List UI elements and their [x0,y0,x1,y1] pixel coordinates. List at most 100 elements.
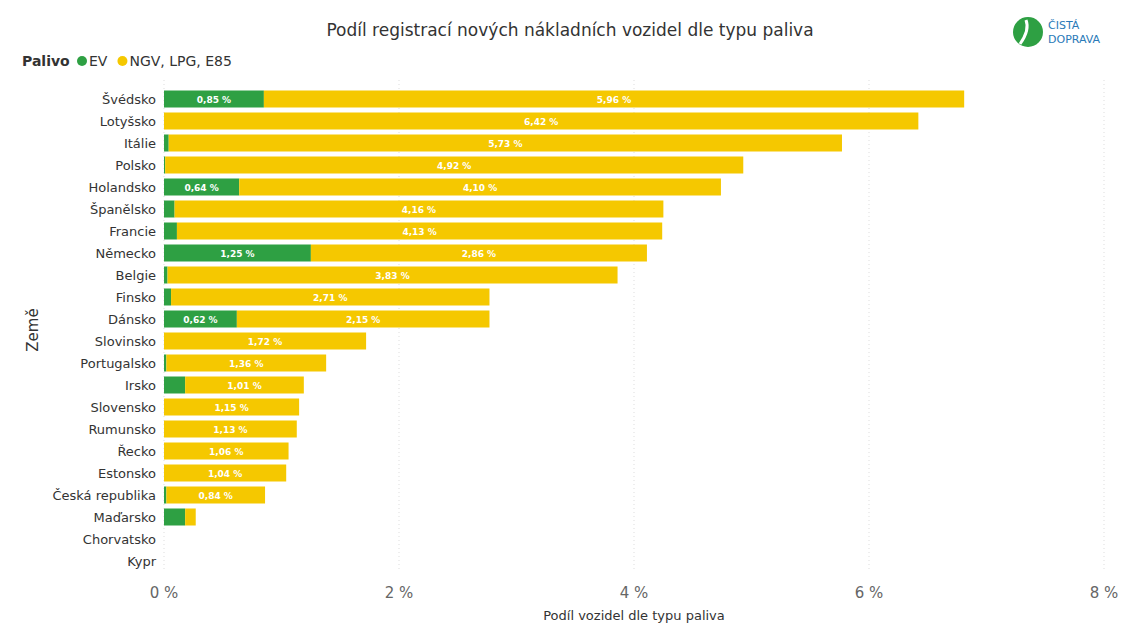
grid: 0 % 2 % 4 % 6 % 8 % [150,80,1119,602]
data-label: 5,73 % [488,139,522,149]
legend-swatch [117,56,127,66]
bar-segment [169,135,842,152]
data-label: 1,01 % [227,381,261,391]
category-label: Polsko [115,158,156,173]
data-label: 2,71 % [313,293,347,303]
logo-icon [1013,17,1043,47]
bar-segment [164,135,169,152]
legend-label: NGV, LPG, E85 [129,53,231,69]
category-label: Švédsko [102,92,156,107]
category-label: Slovinsko [95,334,156,349]
category-label: Lotyšsko [100,114,156,129]
data-label: 1,15 % [214,403,248,413]
logo-text: ČISTÁ [1048,19,1080,32]
category-label: Španělsko [90,202,156,217]
bar-segment [164,531,165,548]
legend: PalivoEVNGV, LPG, E85 [22,53,232,69]
data-label: 4,10 % [463,183,497,193]
bar-segment [164,487,166,504]
data-label: 2,86 % [462,249,496,259]
category-label: Česká republika [52,488,156,503]
data-label: 6,42 % [524,117,558,127]
bar-segment [168,267,618,284]
bar-segment [171,289,489,306]
tick-label: 0 % [150,584,179,602]
data-label: 5,96 % [597,95,631,105]
category-label: Kypr [127,554,157,569]
data-label: 3,83 % [375,271,409,281]
category-label: Německo [95,246,156,261]
bar-segment [164,289,171,306]
data-label: 0,85 % [197,95,231,105]
bar-segment [185,377,304,394]
chart: Podíl registrací nových nákladních vozid… [0,0,1144,639]
x-axis-title: Podíl vozidel dle typu paliva [543,608,725,623]
data-label: 1,72 % [248,337,282,347]
category-label: Slovensko [90,400,156,415]
tick-label: 2 % [385,584,414,602]
category-label: Rumunsko [88,422,156,437]
tick-label: 4 % [620,584,649,602]
category-label: Holandsko [88,180,156,195]
bar-segment [164,377,185,394]
category-label: Francie [109,224,156,239]
data-label: 4,13 % [402,227,436,237]
bar-segment [166,355,326,372]
grid-line [634,80,635,572]
data-label: 4,92 % [437,161,471,171]
data-label: 2,15 % [346,315,380,325]
data-label: 0,84 % [199,491,233,501]
grid-line [869,80,870,572]
bar-segment [165,157,743,174]
bar-segment [164,443,289,460]
category-label: Estonsko [98,466,156,481]
data-label: 1,06 % [209,447,243,457]
category-label: Irsko [125,378,156,393]
data-label: 1,04 % [208,469,242,479]
bar-segment [239,179,721,196]
tick-label: 8 % [1090,584,1119,602]
bar-segment [164,179,239,196]
logo: ČISTÁDOPRAVA [1013,17,1101,47]
data-label: 4,16 % [402,205,436,215]
bar-segment [164,531,165,548]
bar-segment [175,201,664,218]
bar-segment [164,509,185,526]
tick-label: 6 % [855,584,884,602]
bar-segment [164,333,366,350]
bar-segment [164,465,286,482]
bar-segment [166,487,265,504]
bar-segment [164,267,168,284]
category-label: Dánsko [108,312,156,327]
category-label: Itálie [124,136,156,151]
bar-segment [185,509,196,526]
bar-segment [164,399,299,416]
bar-segment [164,223,177,240]
bar-segment [164,553,165,570]
category-label: Maďarsko [93,510,156,525]
category-label: Belgie [116,268,156,283]
bar-segment [237,311,490,328]
bar-segment [164,113,918,130]
bar-segment [164,311,237,328]
bar-segment [164,245,311,262]
bar-segment [177,223,662,240]
bar-segment [311,245,647,262]
logo-text: DOPRAVA [1048,33,1101,46]
category-label: Řecko [117,444,156,459]
bar-segment [264,91,964,108]
legend-title: Palivo [22,53,70,69]
data-label: 0,62 % [183,315,217,325]
data-labels: 0,85 % 5,96 % 6,42 % 5,73 % 4,92 % 0,64 % 4,10… [183,95,631,501]
y-axis-title: Země [24,308,42,351]
data-label: 0,64 % [184,183,218,193]
category-label: Portugalsko [80,356,156,371]
title: Podíl registrací nových nákladních vozid… [326,20,813,40]
bar-segment [164,355,166,372]
data-label: 1,25 % [220,249,254,259]
bar-segment [164,157,165,174]
bar-segment [164,421,297,438]
grid-line [1104,80,1105,572]
data-label: 1,36 % [229,359,263,369]
category-label: Finsko [116,290,156,305]
